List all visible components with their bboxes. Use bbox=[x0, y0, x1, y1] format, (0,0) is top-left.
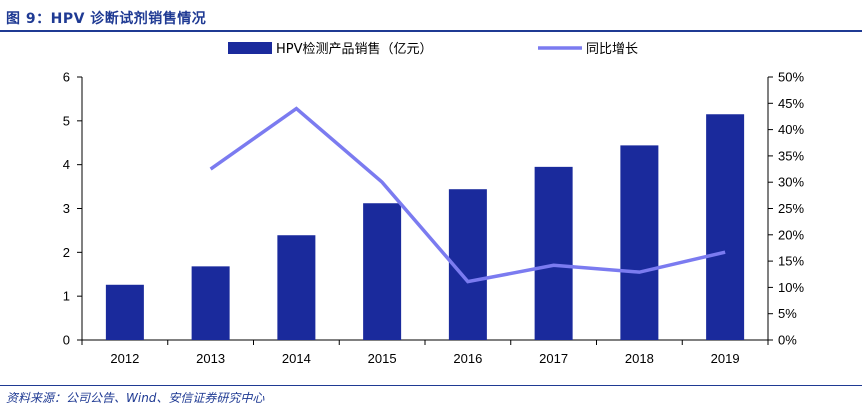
x-tick-label: 2015 bbox=[368, 351, 397, 366]
title-divider bbox=[0, 30, 862, 32]
x-tick-label: 2014 bbox=[282, 351, 311, 366]
legend-swatch-bar bbox=[228, 42, 272, 54]
bar bbox=[706, 114, 745, 340]
legend-label-bar: HPV检测产品销售（亿元） bbox=[276, 41, 433, 57]
chart: 0 1 2 3 4 5 6 0% 5% 10% 15% 20% 25% 30% 35% 40% 45% 50% 20… bbox=[63, 41, 805, 366]
source-note: 资料来源：公司公告、Wind、安信证券研究中心 bbox=[6, 391, 265, 405]
y-right-tick-label: 35% bbox=[778, 148, 804, 163]
y-right-tick-label: 15% bbox=[778, 254, 804, 269]
x-tick-label: 2012 bbox=[110, 351, 139, 366]
x-tick-label: 2017 bbox=[539, 351, 568, 366]
bar bbox=[191, 266, 230, 340]
y-left-tick-label: 5 bbox=[63, 113, 70, 128]
y-right-tick-label: 20% bbox=[778, 227, 804, 242]
bar bbox=[277, 235, 316, 340]
y-left-tick-label: 2 bbox=[63, 245, 70, 260]
y-right-tick-label: 30% bbox=[778, 175, 804, 190]
bar bbox=[620, 145, 659, 340]
bar bbox=[105, 284, 144, 340]
bar bbox=[534, 166, 573, 340]
y-right-tick-label: 5% bbox=[778, 306, 797, 321]
x-tick-label: 2016 bbox=[453, 351, 482, 366]
x-tick-label: 2019 bbox=[711, 351, 740, 366]
bar bbox=[363, 203, 402, 340]
y-right-tick-label: 50% bbox=[778, 70, 804, 85]
y-right-tick-label: 45% bbox=[778, 96, 804, 111]
figure-title: 图 9：HPV 诊断试剂销售情况 bbox=[6, 11, 207, 27]
source-divider bbox=[0, 385, 862, 386]
y-left-tick-label: 0 bbox=[63, 333, 70, 348]
y-right-tick-label: 10% bbox=[778, 280, 804, 295]
y-left-tick-label: 6 bbox=[63, 70, 70, 85]
y-left-tick-label: 1 bbox=[63, 289, 70, 304]
x-tick-label: 2013 bbox=[196, 351, 225, 366]
y-right-tick-label: 40% bbox=[778, 122, 804, 137]
y-left-tick-label: 3 bbox=[63, 201, 70, 216]
y-left-tick-label: 4 bbox=[63, 157, 70, 172]
legend-label-line: 同比增长 bbox=[586, 42, 638, 57]
y-right-tick-label: 25% bbox=[778, 201, 804, 216]
y-right-tick-label: 0% bbox=[778, 333, 797, 348]
x-tick-label: 2018 bbox=[625, 351, 654, 366]
